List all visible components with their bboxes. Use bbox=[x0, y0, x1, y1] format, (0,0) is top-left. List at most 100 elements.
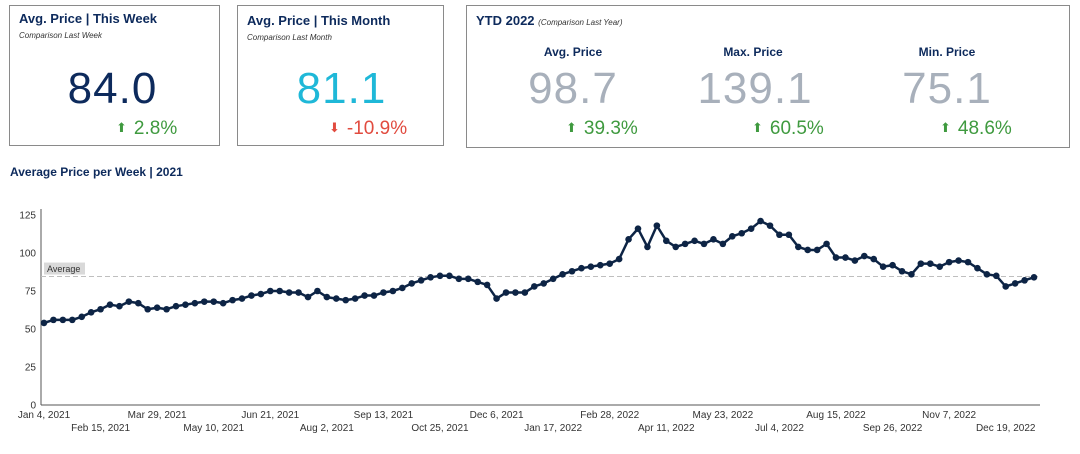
data-point bbox=[483, 281, 491, 289]
data-point bbox=[97, 305, 104, 313]
data-point bbox=[455, 275, 463, 283]
data-point bbox=[945, 258, 953, 266]
data-point bbox=[464, 275, 472, 283]
data-point bbox=[757, 217, 764, 225]
ytd-title-row: YTD 2022 (Comparison Last Year) bbox=[476, 13, 623, 28]
ytd-card: YTD 2022 (Comparison Last Year) Avg. Pri… bbox=[466, 5, 1070, 148]
data-point bbox=[955, 257, 962, 264]
data-point bbox=[992, 272, 1000, 280]
data-point bbox=[719, 240, 727, 248]
x-tick-label: May 23, 2022 bbox=[693, 410, 754, 421]
chart-title: Average Price per Week | 2021 bbox=[10, 165, 183, 179]
data-point bbox=[681, 240, 689, 248]
data-point bbox=[804, 246, 812, 254]
kpi-week-value: 84.0 bbox=[67, 64, 158, 113]
data-point bbox=[794, 243, 802, 251]
ytd-avg-value: 98.7 bbox=[528, 64, 618, 113]
data-point bbox=[502, 289, 510, 296]
data-point bbox=[68, 316, 76, 324]
data-point bbox=[436, 272, 444, 280]
ytd-subtitle: (Comparison Last Year) bbox=[538, 18, 623, 27]
data-point bbox=[785, 231, 793, 239]
x-tick-label: Jan 4, 2021 bbox=[18, 410, 71, 421]
data-point bbox=[285, 289, 293, 296]
data-point bbox=[879, 263, 887, 270]
ytd-min-label: Min. Price bbox=[918, 45, 976, 59]
data-point bbox=[266, 287, 274, 295]
data-point bbox=[936, 263, 944, 270]
data-point bbox=[634, 225, 642, 232]
data-point bbox=[813, 246, 821, 254]
kpi-week-change-row: ⬆ 2.8% bbox=[116, 118, 177, 140]
data-point bbox=[153, 304, 161, 312]
data-point bbox=[380, 289, 387, 296]
data-point bbox=[1030, 274, 1038, 281]
ytd-min-value: 75.1 bbox=[902, 64, 992, 113]
data-point bbox=[559, 270, 566, 278]
data-point bbox=[596, 261, 604, 269]
y-tick-label: 50 bbox=[25, 325, 37, 336]
ytd-title: YTD 2022 bbox=[476, 13, 535, 28]
ytd-avg-change-row: ⬆ 39.3% bbox=[566, 118, 638, 140]
data-point bbox=[625, 236, 632, 243]
ytd-avg-label: Avg. Price bbox=[543, 45, 603, 59]
data-point bbox=[1002, 283, 1010, 290]
x-tick-label: Feb 28, 2022 bbox=[580, 410, 639, 421]
ytd-min-change-row: ⬆ 48.6% bbox=[940, 118, 1012, 140]
data-point bbox=[738, 229, 746, 237]
data-point bbox=[106, 301, 114, 308]
data-point bbox=[323, 293, 331, 301]
x-tick-label: Nov 7, 2022 bbox=[922, 410, 976, 421]
data-point bbox=[163, 305, 170, 313]
arrow-up-icon: ⬆ bbox=[752, 120, 763, 135]
data-point bbox=[974, 264, 981, 272]
data-point bbox=[304, 293, 312, 301]
data-point bbox=[87, 308, 95, 316]
data-point bbox=[417, 277, 425, 284]
data-point bbox=[615, 255, 623, 263]
x-tick-label: Jan 17, 2022 bbox=[524, 423, 582, 434]
data-point bbox=[351, 295, 359, 302]
data-point bbox=[851, 257, 859, 264]
arrow-up-icon: ⬆ bbox=[116, 120, 127, 135]
ytd-min-change: 48.6% bbox=[957, 118, 1012, 139]
data-point bbox=[530, 283, 538, 290]
data-point bbox=[50, 316, 57, 324]
x-tick-label: Jun 21, 2021 bbox=[241, 410, 299, 421]
data-point bbox=[832, 254, 840, 261]
data-point bbox=[389, 287, 397, 295]
kpi-month-title: Avg. Price | This Month bbox=[247, 13, 391, 28]
data-point bbox=[314, 287, 321, 295]
data-point bbox=[493, 295, 500, 302]
data-point bbox=[78, 313, 86, 321]
x-tick-label: Apr 11, 2022 bbox=[638, 423, 695, 434]
data-point bbox=[40, 319, 48, 327]
kpi-week-change: 2.8% bbox=[133, 118, 178, 139]
x-tick-label: Oct 25, 2021 bbox=[411, 423, 469, 434]
data-point bbox=[191, 299, 199, 307]
average-label: Average bbox=[47, 264, 80, 274]
data-point bbox=[578, 264, 585, 272]
series-line bbox=[43, 219, 1035, 325]
x-tick-label: Jul 4, 2022 bbox=[755, 423, 804, 434]
data-point bbox=[644, 243, 651, 251]
data-point bbox=[766, 222, 774, 229]
data-point bbox=[549, 275, 557, 283]
data-point bbox=[1011, 280, 1019, 287]
kpi-month-subtitle: Comparison Last Month bbox=[247, 33, 332, 42]
y-tick-label: 100 bbox=[19, 249, 36, 260]
data-point bbox=[917, 260, 925, 267]
y-tick-label: 0 bbox=[30, 401, 36, 412]
x-tick-label: Sep 13, 2021 bbox=[354, 410, 414, 421]
data-point bbox=[728, 232, 736, 240]
y-tick-label: 75 bbox=[25, 287, 37, 298]
data-point bbox=[710, 236, 717, 243]
data-point bbox=[238, 295, 246, 302]
ytd-max-label: Max. Price bbox=[723, 45, 783, 59]
data-point bbox=[59, 316, 67, 324]
kpi-month-change: -10.9% bbox=[346, 118, 408, 139]
x-tick-label: Dec 19, 2022 bbox=[976, 423, 1036, 434]
data-point bbox=[398, 284, 406, 292]
data-point bbox=[540, 280, 548, 287]
data-point bbox=[842, 254, 849, 261]
